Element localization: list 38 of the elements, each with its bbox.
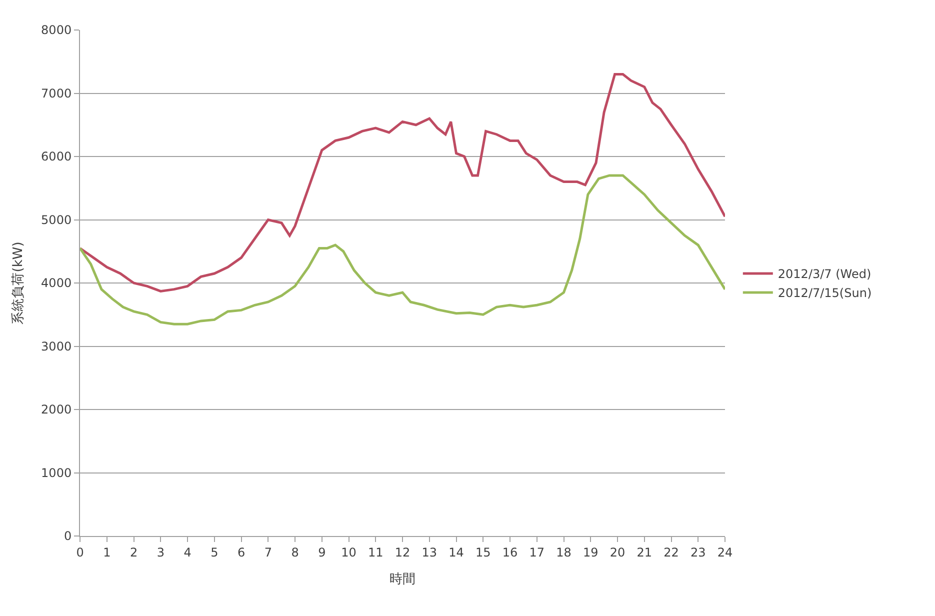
y-tick-label: 0 [64, 529, 72, 544]
y-tick-label: 6000 [41, 150, 72, 164]
x-tick-label: 8 [291, 545, 299, 560]
x-tick-label: 3 [156, 545, 164, 560]
y-axis-title: 系統負荷(kW) [11, 242, 26, 324]
x-tick-label: 5 [210, 545, 218, 560]
x-tick-label: 2 [130, 545, 138, 560]
x-tick-label: 14 [448, 545, 464, 560]
x-tick-label: 17 [529, 545, 545, 560]
y-tick-label: 2000 [41, 402, 72, 417]
y-tick-label: 1000 [41, 466, 72, 480]
x-axis-title: 時間 [390, 572, 416, 587]
x-tick-label: 16 [502, 545, 518, 560]
x-tick-label: 24 [717, 545, 733, 560]
x-tick-label: 18 [556, 545, 572, 560]
x-tick-label: 22 [664, 545, 679, 560]
x-tick-label: 21 [636, 545, 652, 560]
x-tick-label: 1 [103, 545, 111, 560]
x-tick-label: 6 [237, 545, 246, 560]
x-tick-label: 19 [582, 545, 598, 560]
x-tick-label: 23 [690, 545, 706, 560]
x-tick-label: 10 [341, 545, 356, 560]
legend-label: 2012/7/15(Sun) [778, 286, 872, 300]
x-tick-label: 9 [318, 545, 326, 560]
y-tick-label: 8000 [41, 23, 72, 38]
legend-label: 2012/3/7 (Wed) [778, 267, 872, 282]
x-tick-label: 11 [368, 545, 384, 560]
x-tick-label: 15 [475, 545, 491, 560]
x-tick-label: 12 [394, 545, 410, 560]
y-tick-label: 4000 [41, 276, 72, 290]
x-tick-label: 0 [76, 545, 84, 560]
y-tick-label: 5000 [41, 212, 72, 227]
x-tick-label: 13 [422, 545, 438, 560]
x-tick-label: 20 [610, 545, 626, 560]
y-tick-label: 3000 [41, 339, 72, 354]
x-tick-label: 7 [264, 545, 272, 560]
x-tick-label: 4 [184, 545, 192, 560]
y-tick-label: 7000 [41, 86, 72, 100]
